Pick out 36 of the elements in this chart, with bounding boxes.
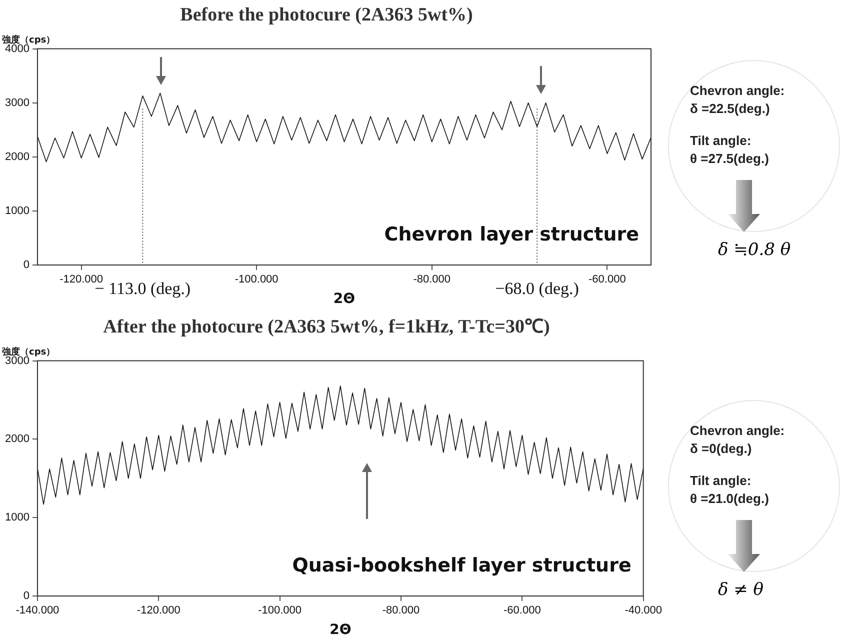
x-tick-label: -80.000	[413, 274, 451, 286]
text: δ =22.5(deg.)	[690, 100, 770, 117]
x-axis-title: 2Θ	[333, 291, 356, 308]
text: δ =0(deg.)	[690, 440, 752, 457]
x-tick-label: -100.000	[234, 274, 278, 286]
annotation: Chevron layer structure	[384, 223, 639, 246]
y-tick-label: 0	[23, 259, 30, 272]
y-tick-label: 4000	[4, 42, 30, 55]
x-tick-label: -120.000	[60, 274, 104, 286]
annotation: Quasi-bookshelf layer structure	[292, 554, 632, 576]
chart-title: Before the photocure (2A363 5wt%)	[180, 4, 473, 26]
x-tick-label: -40.000	[624, 604, 662, 617]
y-tick-label: 0	[23, 590, 30, 602]
ref-line-label: −68.0 (deg.)	[495, 278, 579, 298]
text: Tilt angle:	[690, 472, 752, 489]
text: Chevron angle:	[690, 422, 785, 439]
text: θ =21.0(deg.)	[690, 490, 769, 507]
x-tick-label: -60.000	[588, 274, 626, 286]
x-tick-label: -80.000	[382, 604, 420, 617]
text: θ =27.5(deg.)	[690, 150, 769, 167]
text: Tilt angle:	[690, 132, 752, 149]
y-tick-label: 3000	[4, 354, 30, 367]
text: δ ≒0.8 θ	[718, 240, 791, 260]
y-tick-label: 1000	[4, 204, 30, 217]
text: δ ≠ θ	[718, 580, 764, 600]
x-tick-label: -60.000	[504, 604, 541, 617]
x-tick-label: -100.000	[258, 604, 302, 617]
x-tick-label: -140.000	[16, 604, 60, 617]
y-tick-label: 2000	[4, 433, 30, 446]
y-tick-label: 2000	[4, 150, 30, 163]
x-axis-title: 2Θ	[330, 622, 352, 638]
y-tick-label: 1000	[4, 512, 30, 524]
y-tick-label: 3000	[4, 96, 30, 109]
text: Chevron angle:	[690, 82, 785, 99]
x-tick-label: -120.000	[136, 604, 180, 617]
chart-title: After the photocure (2A363 5wt%, f=1kHz, T-Tc=30℃)	[103, 316, 550, 338]
